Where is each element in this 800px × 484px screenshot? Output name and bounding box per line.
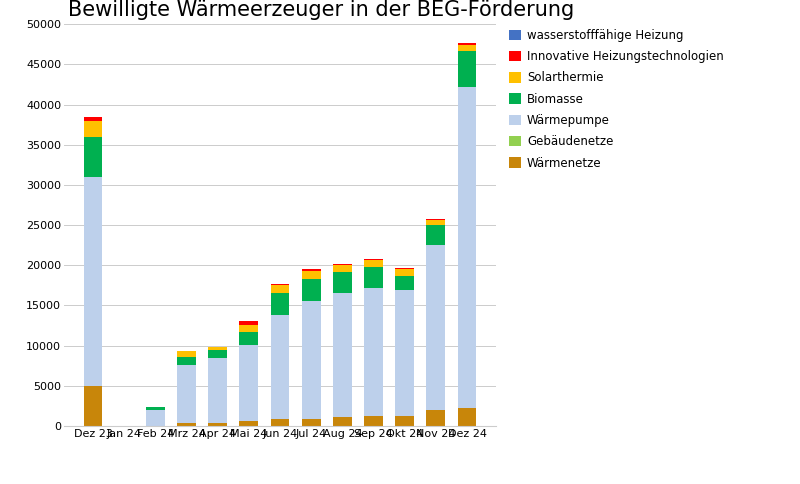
Bar [302, 269, 321, 271]
Bar [364, 267, 383, 287]
Bar [208, 423, 227, 426]
Bar [208, 350, 227, 359]
Bar [302, 271, 321, 279]
Bar [364, 287, 383, 416]
Bar [146, 410, 165, 426]
Bar [333, 292, 352, 417]
Bar [84, 386, 102, 426]
Bar [426, 220, 445, 225]
Bar [458, 44, 476, 45]
Bar [458, 408, 476, 426]
Bar [239, 345, 258, 421]
Bar [333, 264, 352, 265]
Bar [302, 419, 321, 426]
Bar [270, 285, 290, 292]
Bar [177, 365, 196, 423]
Bar [458, 45, 476, 51]
Bar [177, 423, 196, 426]
Bar [84, 118, 102, 121]
Bar [333, 417, 352, 426]
Bar [426, 225, 445, 245]
Bar [395, 276, 414, 290]
Bar [426, 410, 445, 426]
Bar [208, 347, 227, 350]
Bar [208, 359, 227, 423]
Bar [458, 87, 476, 408]
Bar [458, 51, 476, 87]
Bar [177, 357, 196, 365]
Bar [395, 269, 414, 276]
Bar [364, 416, 383, 426]
Bar [239, 321, 258, 325]
Bar [426, 219, 445, 220]
Bar [364, 259, 383, 260]
Legend: wasserstofffähige Heizung, Innovative Heizungstechnologien, Solarthermie, Biomas: wasserstofffähige Heizung, Innovative He… [505, 24, 729, 174]
Bar [333, 265, 352, 272]
Bar [177, 351, 196, 357]
Bar [146, 407, 165, 410]
Bar [270, 420, 290, 426]
Bar [239, 332, 258, 345]
Bar [239, 325, 258, 332]
Bar [239, 421, 258, 426]
Bar [270, 292, 290, 315]
Bar [395, 290, 414, 416]
Bar [333, 272, 352, 292]
Bar [364, 260, 383, 267]
Bar [270, 284, 290, 285]
Bar [302, 279, 321, 301]
Bar [395, 416, 414, 426]
Bar [270, 315, 290, 420]
Bar [84, 136, 102, 177]
Bar [302, 301, 321, 419]
Bar [84, 177, 102, 386]
Text: Bewilligte Wärmeerzeuger in der BEG-Förderung: Bewilligte Wärmeerzeuger in der BEG-Förd… [68, 0, 574, 20]
Bar [426, 245, 445, 410]
Bar [84, 121, 102, 136]
